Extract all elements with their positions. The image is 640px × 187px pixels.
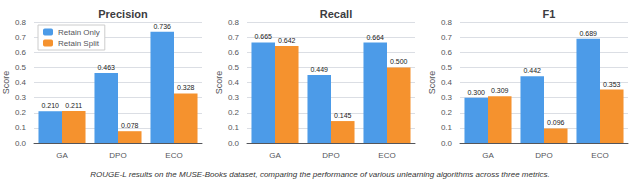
svg-text:0.642: 0.642	[278, 37, 296, 44]
svg-text:0.210: 0.210	[41, 102, 59, 109]
svg-text:DPO: DPO	[322, 151, 339, 160]
svg-text:0.6: 0.6	[228, 48, 240, 57]
svg-text:0.145: 0.145	[334, 112, 352, 119]
svg-text:0.736: 0.736	[153, 23, 171, 30]
svg-text:0.0: 0.0	[15, 139, 27, 148]
svg-text:0.309: 0.309	[491, 87, 509, 94]
svg-text:0.5: 0.5	[228, 63, 240, 72]
svg-text:0.5: 0.5	[15, 63, 27, 72]
svg-text:0.3: 0.3	[228, 93, 240, 102]
svg-text:Recall: Recall	[320, 8, 352, 20]
svg-text:0.211: 0.211	[65, 102, 82, 109]
svg-text:0.6: 0.6	[15, 48, 27, 57]
svg-text:0.0: 0.0	[228, 139, 240, 148]
svg-text:0.2: 0.2	[441, 108, 453, 117]
svg-text:0.442: 0.442	[523, 67, 541, 74]
svg-text:0.1: 0.1	[15, 123, 27, 132]
svg-text:0.1: 0.1	[441, 123, 453, 132]
svg-text:0.2: 0.2	[228, 108, 240, 117]
svg-text:0.8: 0.8	[228, 18, 240, 27]
svg-text:0.8: 0.8	[441, 18, 453, 27]
svg-text:0.0: 0.0	[441, 139, 453, 148]
svg-text:0.463: 0.463	[97, 64, 115, 71]
svg-text:0.7: 0.7	[15, 33, 27, 42]
svg-text:0.5: 0.5	[441, 63, 453, 72]
svg-text:0.689: 0.689	[579, 30, 597, 37]
svg-text:Retain Split: Retain Split	[58, 39, 100, 48]
svg-text:0.4: 0.4	[15, 78, 27, 87]
svg-text:0.078: 0.078	[121, 122, 139, 129]
svg-text:0.8: 0.8	[15, 18, 27, 27]
svg-text:GA: GA	[482, 151, 494, 160]
svg-text:0.4: 0.4	[228, 78, 240, 87]
svg-text:0.096: 0.096	[547, 119, 565, 126]
svg-text:Precision: Precision	[98, 8, 148, 20]
svg-text:Score: Score	[427, 71, 437, 95]
svg-text:0.3: 0.3	[15, 93, 27, 102]
svg-text:0.665: 0.665	[254, 33, 272, 40]
svg-text:0.664: 0.664	[366, 34, 384, 41]
svg-text:Score: Score	[1, 71, 11, 95]
svg-text:0.2: 0.2	[15, 108, 27, 117]
svg-text:ECO: ECO	[591, 151, 608, 160]
svg-text:ROUGE-L results on the MUSE-Bo: ROUGE-L results on the MUSE-Books datase…	[90, 170, 550, 179]
svg-text:ECO: ECO	[165, 151, 182, 160]
svg-text:DPO: DPO	[535, 151, 552, 160]
svg-text:GA: GA	[56, 151, 68, 160]
svg-text:0.500: 0.500	[390, 58, 408, 65]
svg-text:0.3: 0.3	[441, 93, 453, 102]
svg-text:0.7: 0.7	[228, 33, 240, 42]
svg-text:F1: F1	[543, 8, 556, 20]
svg-text:ECO: ECO	[378, 151, 395, 160]
svg-text:0.1: 0.1	[228, 123, 240, 132]
svg-text:0.353: 0.353	[603, 81, 621, 88]
svg-text:0.328: 0.328	[177, 84, 195, 91]
svg-text:0.6: 0.6	[441, 48, 453, 57]
svg-text:Score: Score	[214, 71, 224, 95]
svg-text:Retain Only: Retain Only	[58, 28, 100, 37]
svg-text:0.300: 0.300	[467, 89, 485, 96]
svg-text:0.4: 0.4	[441, 78, 453, 87]
svg-text:0.449: 0.449	[310, 66, 328, 73]
svg-text:DPO: DPO	[109, 151, 126, 160]
svg-text:GA: GA	[269, 151, 281, 160]
svg-text:0.7: 0.7	[441, 33, 453, 42]
